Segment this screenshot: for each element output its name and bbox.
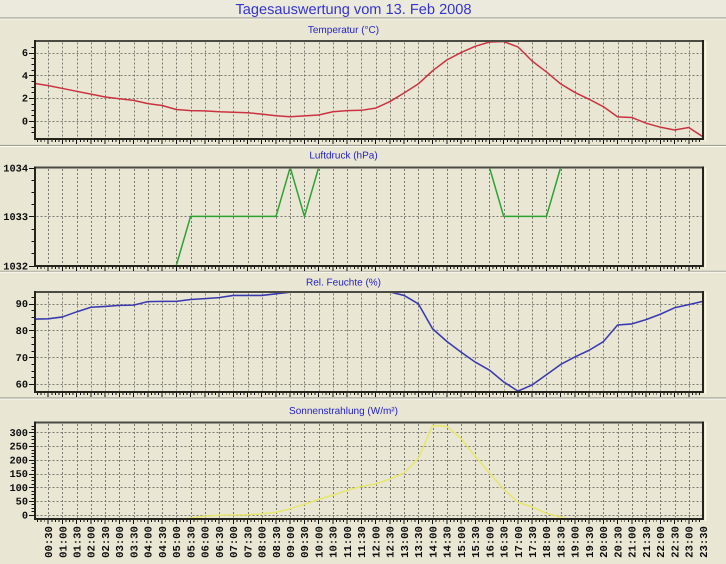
svg-text:4: 4	[22, 71, 28, 83]
svg-text:17:00: 17:00	[514, 526, 526, 558]
svg-text:10:00: 10:00	[315, 526, 327, 558]
svg-text:04:30: 04:30	[158, 526, 170, 558]
svg-text:22:00: 22:00	[656, 526, 668, 558]
svg-text:Rel. Feuchte (%): Rel. Feuchte (%)	[306, 277, 381, 288]
svg-text:03:30: 03:30	[129, 526, 141, 558]
svg-text:11:30: 11:30	[357, 526, 369, 558]
svg-text:04:00: 04:00	[144, 526, 156, 558]
svg-text:70: 70	[16, 353, 28, 365]
svg-text:20:00: 20:00	[599, 526, 611, 558]
svg-text:18:30: 18:30	[557, 526, 569, 558]
svg-text:2: 2	[22, 94, 28, 106]
svg-text:19:00: 19:00	[571, 526, 583, 558]
svg-text:23:30: 23:30	[699, 526, 711, 558]
svg-text:16:30: 16:30	[500, 526, 512, 558]
svg-text:16:00: 16:00	[485, 526, 497, 558]
svg-text:60: 60	[16, 380, 28, 392]
svg-text:200: 200	[9, 455, 28, 467]
svg-text:15:00: 15:00	[457, 526, 469, 558]
svg-text:03:00: 03:00	[115, 526, 127, 558]
svg-text:21:00: 21:00	[628, 526, 640, 558]
svg-text:18:00: 18:00	[542, 526, 554, 558]
svg-text:21:30: 21:30	[642, 526, 654, 558]
svg-text:1032: 1032	[3, 261, 28, 273]
svg-text:Tagesauswertung vom 13. Feb 20: Tagesauswertung vom 13. Feb 2008	[235, 2, 471, 18]
svg-text:50: 50	[16, 497, 28, 509]
svg-text:250: 250	[9, 442, 28, 454]
svg-text:20:30: 20:30	[613, 526, 625, 558]
svg-text:01:00: 01:00	[58, 526, 70, 558]
svg-text:Temperatur (°C): Temperatur (°C)	[308, 25, 379, 36]
svg-text:1034: 1034	[3, 163, 28, 175]
svg-text:150: 150	[9, 469, 28, 481]
svg-text:19:30: 19:30	[585, 526, 597, 558]
svg-text:06:00: 06:00	[201, 526, 213, 558]
svg-text:05:00: 05:00	[172, 526, 184, 558]
svg-text:09:30: 09:30	[300, 526, 312, 558]
svg-text:15:30: 15:30	[471, 526, 483, 558]
svg-text:07:30: 07:30	[243, 526, 255, 558]
svg-text:12:30: 12:30	[386, 526, 398, 558]
svg-text:10:30: 10:30	[329, 526, 341, 558]
svg-text:00:30: 00:30	[44, 526, 56, 558]
svg-text:07:00: 07:00	[229, 526, 241, 558]
svg-text:08:30: 08:30	[272, 526, 284, 558]
svg-text:01:30: 01:30	[73, 526, 85, 558]
svg-text:0: 0	[22, 510, 28, 522]
svg-text:09:00: 09:00	[286, 526, 298, 558]
svg-text:14:30: 14:30	[443, 526, 455, 558]
svg-text:06:30: 06:30	[215, 526, 227, 558]
svg-text:300: 300	[9, 428, 28, 440]
svg-text:14:00: 14:00	[428, 526, 440, 558]
svg-text:12:00: 12:00	[371, 526, 383, 558]
svg-text:08:00: 08:00	[258, 526, 270, 558]
svg-text:17:30: 17:30	[528, 526, 540, 558]
svg-text:80: 80	[16, 326, 28, 338]
svg-text:90: 90	[16, 299, 28, 311]
svg-text:100: 100	[9, 483, 28, 495]
svg-text:13:00: 13:00	[400, 526, 412, 558]
svg-text:Sonnenstrahlung (W/m²): Sonnenstrahlung (W/m²)	[289, 406, 398, 417]
svg-text:05:30: 05:30	[186, 526, 198, 558]
svg-text:13:30: 13:30	[414, 526, 426, 558]
svg-text:02:00: 02:00	[87, 526, 99, 558]
svg-text:1033: 1033	[3, 212, 28, 224]
svg-text:23:00: 23:00	[685, 526, 697, 558]
svg-text:22:30: 22:30	[670, 526, 682, 558]
svg-text:0: 0	[22, 117, 28, 129]
svg-text:11:00: 11:00	[343, 526, 355, 558]
svg-text:Luftdruck (hPa): Luftdruck (hPa)	[309, 150, 377, 161]
svg-text:02:30: 02:30	[101, 526, 113, 558]
svg-text:6: 6	[22, 48, 28, 60]
